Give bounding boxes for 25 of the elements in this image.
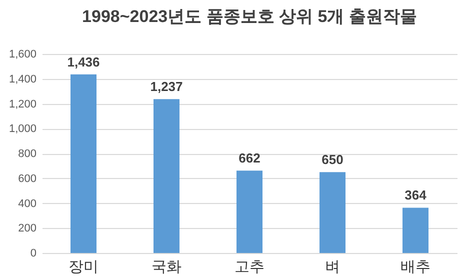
y-tick-label: 600 <box>18 172 36 185</box>
data-label: 1,436 <box>67 54 100 70</box>
bar <box>236 170 262 253</box>
y-tick-label: 1,200 <box>8 98 36 110</box>
data-label: 662 <box>238 150 260 166</box>
y-tick-label: 1,400 <box>8 73 36 86</box>
x-tick-label: 고추 <box>234 258 264 276</box>
x-tick-label: 벼 <box>325 258 340 276</box>
y-tick-label: 1,000 <box>8 123 36 136</box>
y-tick-label: 400 <box>18 198 36 210</box>
y-tick-label: 800 <box>18 148 36 160</box>
bar <box>402 208 428 253</box>
y-tick-label: 0 <box>30 248 36 260</box>
data-label: 650 <box>322 152 344 168</box>
bar <box>154 99 180 253</box>
y-tick-label: 1,600 <box>8 48 36 60</box>
bar <box>70 74 96 253</box>
y-tick-label: 200 <box>18 222 36 235</box>
data-label: 1,237 <box>150 79 183 94</box>
bar <box>320 172 346 253</box>
data-label: 364 <box>404 188 428 203</box>
x-tick-label: 배추 <box>400 258 430 276</box>
x-tick-label: 장미 <box>68 258 98 276</box>
chart-title: 1998~2023년도 품종보호 상위 5개 출원작물 <box>82 7 417 26</box>
x-tick-label: 국화 <box>152 258 182 276</box>
